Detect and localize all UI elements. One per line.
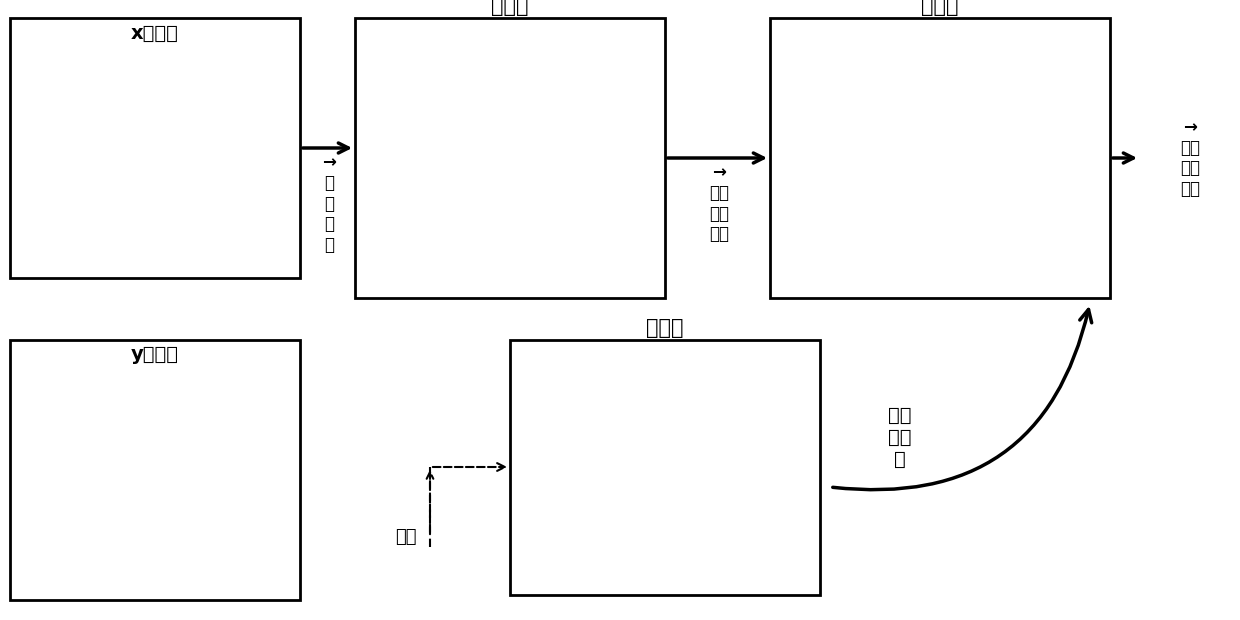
Text: 全矢谱: 全矢谱: [491, 0, 528, 16]
Text: x时域图: x时域图: [131, 24, 179, 43]
Bar: [510, 340, 820, 595]
Text: 傅里
叶变
换: 傅里 叶变 换: [888, 405, 911, 469]
Bar: [770, 18, 1110, 298]
Text: 幅值谱: 幅值谱: [646, 318, 683, 338]
Text: y时域图: y时域图: [131, 345, 179, 365]
Text: →
阈值
监测
模型: → 阈值 监测 模型: [1180, 118, 1200, 198]
Text: 验证: 验证: [396, 528, 417, 546]
Text: →
傅里
逆叶
变换: → 傅里 逆叶 变换: [709, 163, 729, 244]
Bar: [355, 18, 665, 298]
Bar: [10, 340, 300, 600]
FancyArrowPatch shape: [833, 309, 1091, 490]
Text: →
信
号
融
合: → 信 号 融 合: [322, 153, 336, 254]
Text: 时域图: 时域图: [921, 0, 959, 16]
Bar: [10, 18, 300, 278]
